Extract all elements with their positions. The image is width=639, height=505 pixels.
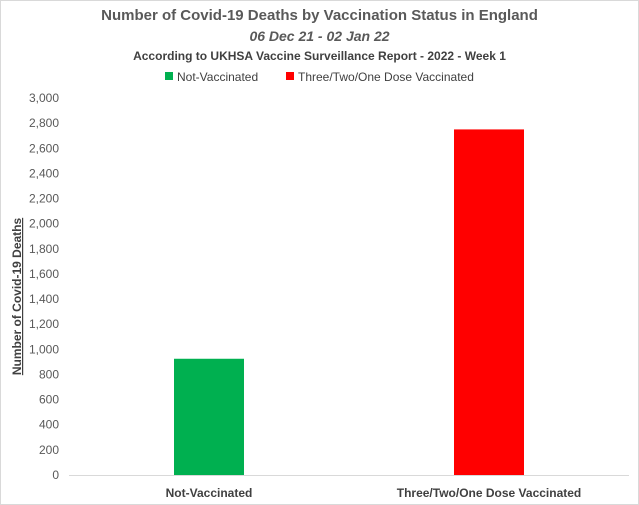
y-tick-label: 2,800: [29, 116, 59, 130]
y-tick-label: 1,000: [29, 342, 59, 356]
x-category-label: Three/Two/One Dose Vaccinated: [397, 486, 582, 500]
y-tick-label: 800: [39, 367, 59, 381]
legend-label: Not-Vaccinated: [177, 70, 258, 84]
y-tick-label: 2,400: [29, 166, 59, 180]
chart-subtitle: 06 Dec 21 - 02 Jan 22: [249, 28, 390, 44]
bar: [174, 358, 244, 475]
y-tick-label: 0: [52, 468, 59, 482]
chart-title: Number of Covid-19 Deaths by Vaccination…: [101, 7, 538, 24]
x-axis-categories: Not-Vaccinated Three/Two/One Dose Vaccina…: [166, 486, 582, 500]
legend-swatch: [165, 72, 173, 80]
bar-series: [174, 129, 524, 475]
y-tick-label: 1,200: [29, 317, 59, 331]
y-tick-label: 200: [39, 443, 59, 457]
legend-swatch: [286, 72, 294, 80]
y-tick-label: 3,000: [29, 91, 59, 105]
y-tick-label: 1,400: [29, 292, 59, 306]
legend-label: Three/Two/One Dose Vaccinated: [298, 70, 474, 84]
bar: [454, 129, 524, 475]
y-tick-label: 2,600: [29, 141, 59, 155]
y-axis-label: Number of Covid-19 Deaths: [10, 217, 24, 375]
y-tick-label: 2,200: [29, 192, 59, 206]
y-tick-label: 2,000: [29, 217, 59, 231]
y-tick-label: 1,600: [29, 267, 59, 281]
y-axis-ticks: 0 200 400 600 800 1,000 1,200 1,400 1,600 1,800 2,…: [29, 91, 59, 482]
x-category-label: Not-Vaccinated: [166, 486, 253, 500]
chart-source-note: According to UKHSA Vaccine Surveillance …: [133, 49, 506, 63]
chart-legend: Not-Vaccinated Three/Two/One Dose Vaccina…: [165, 70, 474, 84]
y-tick-label: 600: [39, 393, 59, 407]
y-tick-label: 1,800: [29, 242, 59, 256]
y-tick-label: 400: [39, 418, 59, 432]
